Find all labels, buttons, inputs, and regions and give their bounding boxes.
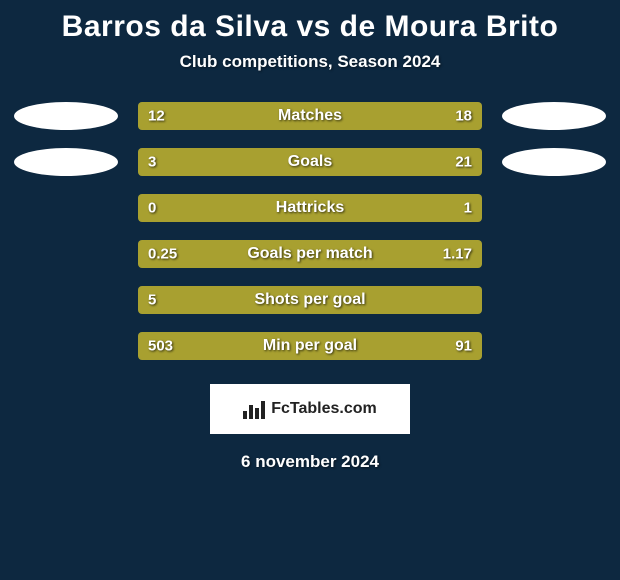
stat-value-right: 1	[464, 200, 472, 217]
stat-value-left: 503	[148, 338, 173, 355]
badge-spacer	[502, 332, 606, 360]
badge-spacer	[14, 286, 118, 314]
badge-spacer	[502, 194, 606, 222]
stat-row: 0.25 Goals per match 1.17	[8, 240, 612, 268]
stat-bar: 3 Goals 21	[138, 148, 482, 176]
stat-value-left: 12	[148, 108, 165, 125]
stat-row: 12 Matches 18	[8, 102, 612, 130]
comparison-infographic: Barros da Silva vs de Moura Brito Club c…	[0, 0, 620, 482]
player-badge-right	[502, 102, 606, 130]
stat-label: Min per goal	[263, 337, 357, 355]
stat-value-right: 18	[455, 108, 472, 125]
stat-bar: 12 Matches 18	[138, 102, 482, 130]
stat-label: Hattricks	[276, 199, 344, 217]
stat-row: 0 Hattricks 1	[8, 194, 612, 222]
stat-value-left: 3	[148, 154, 156, 171]
badge-spacer	[502, 240, 606, 268]
stat-bar: 503 Min per goal 91	[138, 332, 482, 360]
stat-bar: 0 Hattricks 1	[138, 194, 482, 222]
brand-text: FcTables.com	[271, 400, 377, 418]
stat-label: Goals	[288, 153, 332, 171]
bar-segment-left	[138, 148, 181, 176]
stats-container: 12 Matches 18 3 Goals 21 0 Hattricks 1 0.25 Goals …	[8, 102, 612, 378]
subtitle: Club competitions, Season 2024	[180, 52, 441, 72]
stat-label: Goals per match	[247, 245, 372, 263]
badge-spacer	[14, 194, 118, 222]
stat-value-left: 5	[148, 292, 156, 309]
page-title: Barros da Silva vs de Moura Brito	[62, 10, 559, 44]
stat-value-left: 0	[148, 200, 156, 217]
stat-bar: 5 Shots per goal	[138, 286, 482, 314]
stat-value-left: 0.25	[148, 246, 177, 263]
player-badge-right	[502, 148, 606, 176]
badge-spacer	[14, 240, 118, 268]
player-badge-left	[14, 102, 118, 130]
stat-value-right: 1.17	[443, 246, 472, 263]
stat-value-right: 21	[455, 154, 472, 171]
stat-label: Matches	[278, 107, 342, 125]
date-label: 6 november 2024	[241, 452, 379, 472]
stat-row: 3 Goals 21	[8, 148, 612, 176]
badge-spacer	[502, 286, 606, 314]
stat-row: 5 Shots per goal	[8, 286, 612, 314]
brand-footer: FcTables.com	[210, 384, 410, 434]
player-badge-left	[14, 148, 118, 176]
chart-icon	[243, 399, 265, 419]
stat-bar: 0.25 Goals per match 1.17	[138, 240, 482, 268]
stat-label: Shots per goal	[254, 291, 365, 309]
stat-row: 503 Min per goal 91	[8, 332, 612, 360]
stat-value-right: 91	[455, 338, 472, 355]
badge-spacer	[14, 332, 118, 360]
